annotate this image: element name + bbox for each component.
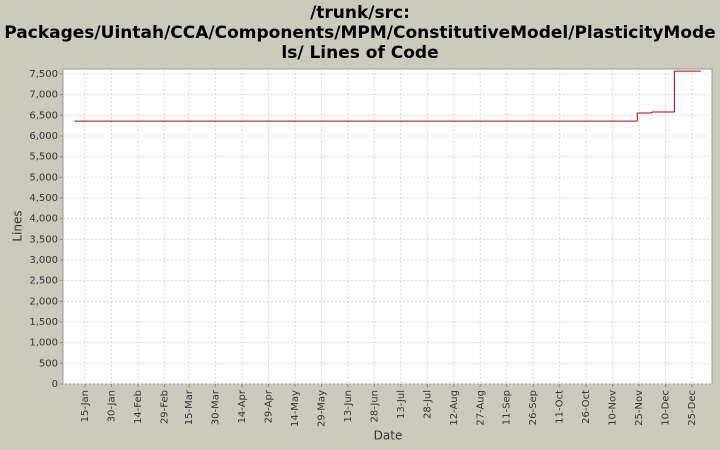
y-tick-label: 2,000 [29, 296, 58, 307]
x-tick-label: 29-Apr [264, 389, 275, 423]
chart-title: /trunk/src: [310, 3, 410, 23]
x-tick-label: 11-Sep [502, 390, 513, 425]
y-tick-label: 4,000 [29, 214, 58, 225]
plot-area [62, 68, 713, 385]
y-tick-label: 5,000 [29, 172, 58, 183]
x-tick-label: 14-May [290, 390, 301, 427]
chart-title: ls/ Lines of Code [281, 43, 438, 63]
x-tick-label: 30-Jan [106, 390, 117, 422]
y-tick-label: 1,000 [29, 338, 58, 349]
y-tick-label: 7,500 [29, 69, 58, 80]
y-tick-label: 7,000 [29, 90, 58, 101]
x-tick-label: 29-May [316, 390, 327, 427]
x-tick-label: 27-Aug [475, 390, 486, 426]
chart-title: Packages/Uintah/CCA/Components/MPM/Const… [4, 23, 715, 43]
x-tick-label: 26-Sep [528, 390, 539, 425]
x-tick-label: 25-Dec [687, 390, 698, 426]
x-tick-label: 15-Jan [80, 390, 91, 422]
x-tick-label: 10-Nov [608, 390, 619, 426]
x-tick-label: 25-Nov [634, 390, 645, 426]
y-tick-label: 4,500 [29, 193, 58, 204]
x-tick-label: 29-Feb [159, 390, 170, 424]
x-tick-label: 28-Jun [369, 390, 380, 423]
x-tick-label: 15-Mar [184, 389, 195, 425]
y-tick-label: 0 [52, 379, 58, 390]
y-tick-label: 6,000 [29, 131, 58, 142]
y-tick-label: 3,000 [29, 255, 58, 266]
x-tick-label: 26-Oct [581, 390, 592, 424]
x-tick-label: 30-Mar [211, 389, 222, 425]
x-tick-label: 14-Apr [237, 389, 248, 423]
y-tick-label: 3,500 [29, 234, 58, 245]
y-tick-label: 2,500 [29, 276, 58, 287]
x-tick-label: 14-Feb [133, 390, 144, 424]
x-tick-label: 13-Jul [396, 390, 407, 419]
x-tick-label: 12-Aug [449, 390, 460, 426]
y-tick-label: 500 [39, 358, 58, 369]
y-tick-label: 1,500 [29, 317, 58, 328]
x-tick-label: 28-Jul [422, 390, 433, 419]
x-tick-label: 13-Jun [343, 390, 354, 423]
x-axis-label: Date [374, 429, 403, 443]
x-tick-label: 10-Dec [661, 390, 672, 426]
y-tick-label: 5,500 [29, 152, 58, 163]
y-axis-label: Lines [11, 210, 25, 241]
y-tick-label: 6,500 [29, 110, 58, 121]
x-tick-label: 11-Oct [555, 390, 566, 424]
